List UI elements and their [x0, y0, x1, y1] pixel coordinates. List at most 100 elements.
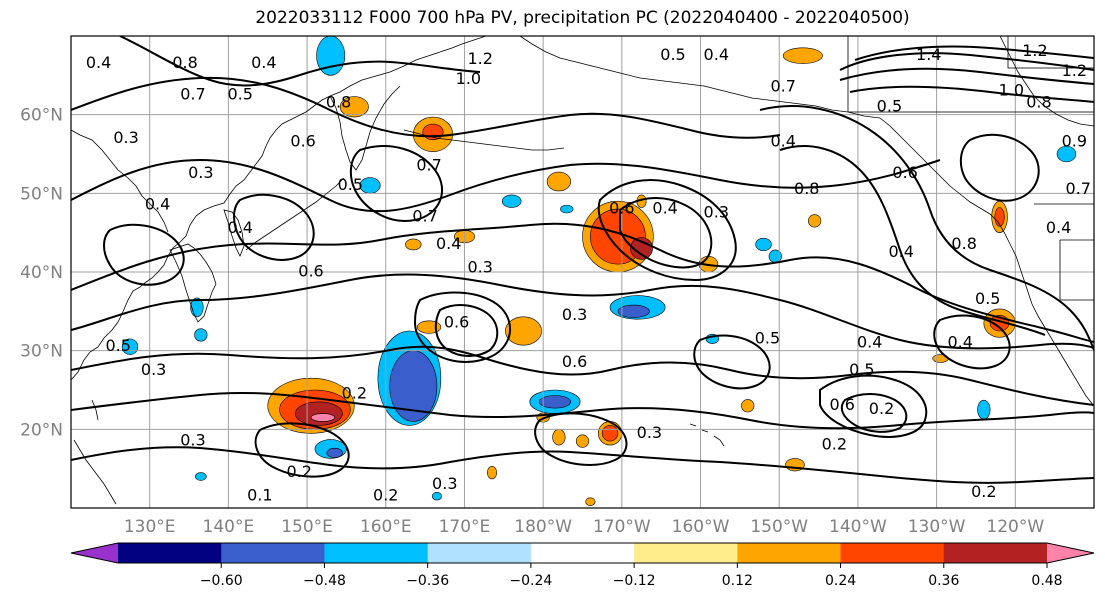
lat-tick-label: 60°N	[20, 106, 63, 126]
contour-line	[779, 145, 1046, 336]
coast-asia	[71, 36, 487, 381]
precip-blob	[575, 434, 590, 448]
contour-line	[619, 197, 713, 269]
graticule	[71, 36, 1094, 508]
colorbar: −0.60 −0.48 −0.36 −0.24 −0.12 0.12 0.24 0.36 0.4…	[70, 542, 1095, 589]
contour-label: 0.5	[338, 175, 363, 194]
contour-label: 0.2	[373, 486, 398, 505]
colorbar-tick-label: −0.60	[200, 573, 243, 589]
contour-line	[119, 36, 481, 87]
colorbar-tick-label: −0.24	[509, 573, 552, 589]
contour-label: 0.6	[290, 132, 315, 151]
contour-label: 0.3	[704, 203, 729, 222]
precip-blob	[310, 413, 335, 422]
precip-blob	[505, 316, 542, 346]
lat-tick-label: 30°N	[20, 342, 63, 362]
colorbar-extend-low	[71, 543, 118, 563]
contour-line	[71, 76, 781, 139]
precip-blob	[808, 214, 822, 228]
coast-kamchatka	[329, 85, 401, 171]
coast-philippines-taiwan	[73, 399, 117, 505]
contour-line	[933, 314, 1011, 370]
lon-tick-label: 160°E	[360, 517, 412, 537]
contour-label: 0.4	[770, 132, 795, 151]
contour-label: 0.5	[660, 45, 685, 64]
precip-blob	[431, 491, 442, 501]
contour-label: 1.2	[1062, 61, 1087, 80]
colorbar-segment	[840, 543, 945, 563]
colorbar-segment	[118, 543, 222, 563]
contour-line	[597, 179, 737, 282]
contour-label: 0.5	[877, 96, 902, 115]
colorbar-segment	[737, 543, 842, 563]
contour-label: 0.5	[105, 336, 130, 355]
lon-tick-label: 180°W	[514, 517, 572, 537]
precip-blob	[194, 328, 208, 342]
contour-label: 0.8	[172, 53, 197, 72]
colorbar-tick-label: −0.48	[303, 573, 346, 589]
contour-label: 0.3	[467, 258, 492, 277]
contour-label: 0.4	[857, 332, 882, 351]
colorbar-segment	[634, 543, 738, 563]
contour-label: 0.7	[1066, 179, 1091, 198]
longitude-ticks: 130°E 140°E 150°E 160°E 170°E 180°W 170°W 160°W…	[124, 517, 1045, 537]
lon-tick-label: 150°E	[281, 517, 333, 537]
precip-blob	[416, 320, 442, 334]
contour-label: 0.9	[1062, 132, 1087, 151]
contour-label: 0.3	[141, 360, 166, 379]
contour-label: 0.6	[892, 163, 917, 182]
plot-frame	[70, 35, 1095, 509]
contour-label: 0.5	[849, 360, 874, 379]
contour-line	[71, 446, 1094, 484]
coast-hawaii	[689, 423, 725, 447]
contour-label: 0.2	[286, 462, 311, 481]
contour-label: 0.4	[436, 234, 461, 253]
lon-tick-label: 140°W	[829, 517, 887, 537]
colorbar-segment	[943, 543, 1048, 563]
precip-blob	[546, 171, 571, 192]
contour-line	[233, 193, 315, 261]
contour-label: 0.6	[562, 352, 587, 371]
contour-label: 0.3	[637, 423, 662, 442]
precip-blob	[585, 497, 596, 506]
contour-label: 0.4	[251, 53, 276, 72]
precip-blob	[560, 204, 574, 214]
contour-label: 0.6	[444, 313, 469, 332]
lon-tick-label: 140°E	[203, 517, 255, 537]
contour-label: 0.4	[652, 199, 677, 218]
contour-line	[71, 273, 1094, 350]
precip-blob	[538, 395, 571, 409]
contour-label: 0.6	[298, 262, 323, 281]
precip-blob	[994, 207, 1005, 227]
contour-line	[693, 334, 771, 390]
coast-alaska	[519, 36, 881, 119]
contour-line	[349, 145, 444, 222]
map-title: 2022033112 F000 700 hPa PV, precipitatio…	[255, 8, 910, 28]
contour-line	[71, 345, 1094, 406]
precip-blob	[501, 194, 522, 208]
precip-blob	[617, 304, 650, 318]
contour-label: 0.2	[342, 383, 367, 402]
contour-label: 1.2	[1022, 41, 1047, 60]
pv-contours	[71, 36, 1094, 484]
contour-label: 0.4	[145, 195, 170, 214]
contour-label: 0.2	[869, 399, 894, 418]
border-us-canada	[1034, 203, 1094, 301]
contour-line	[71, 158, 941, 213]
precip-blob	[755, 237, 772, 252]
contour-label: 0.3	[432, 474, 457, 493]
contour-label: 0.5	[975, 289, 1000, 308]
precip-blob	[601, 425, 619, 442]
contour-label: 0.4	[888, 242, 913, 261]
colorbar-segment	[530, 543, 635, 563]
contour-line	[759, 105, 1094, 351]
contour-line	[254, 422, 350, 478]
contour-line	[413, 291, 511, 363]
contour-line	[103, 223, 185, 286]
contour-label: 0.3	[113, 128, 138, 147]
contour-label: 0.4	[704, 45, 729, 64]
contour-label: 0.4	[1046, 218, 1071, 237]
contour-label: 0.3	[188, 163, 213, 182]
border-box-yukon	[847, 36, 1094, 113]
colorbar-ticks: −0.60 −0.48 −0.36 −0.24 −0.12 0.12 0.24 0.36 0.4…	[200, 563, 1063, 589]
